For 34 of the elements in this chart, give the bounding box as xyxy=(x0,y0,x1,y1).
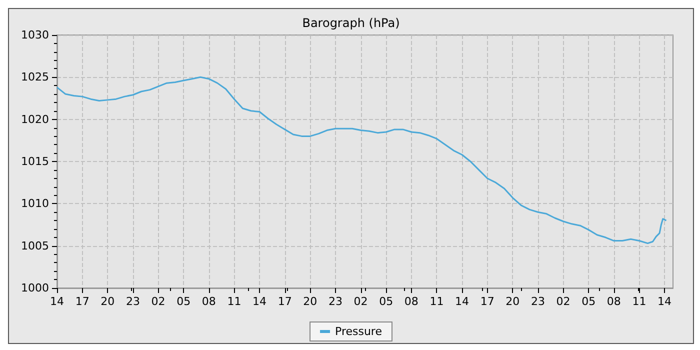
x-tick-label: 11 xyxy=(227,295,242,308)
x-tick-label: 17 xyxy=(278,295,292,308)
y-tick-label: 1015 xyxy=(21,155,49,168)
x-tick-label: 05 xyxy=(582,295,596,308)
x-tick-label: 11 xyxy=(430,295,444,308)
x-tick-label: 11 xyxy=(632,295,646,308)
y-tick-label: 1025 xyxy=(21,70,49,84)
x-tick-label: 17 xyxy=(480,295,494,308)
x-tick-label: 02 xyxy=(556,295,570,308)
x-tick-label: 23 xyxy=(530,295,545,308)
x-tick-label: 20 xyxy=(303,295,318,308)
x-tick-label: 20 xyxy=(100,295,115,308)
y-tick-label: 1030 xyxy=(21,28,49,42)
legend-label: Pressure xyxy=(335,325,382,338)
x-tick-label: 08 xyxy=(404,295,418,308)
y-tick-label: 1000 xyxy=(21,282,49,294)
x-tick-label: 08 xyxy=(202,295,216,308)
x-tick-label: 02 xyxy=(151,295,166,308)
y-tick-label: 1020 xyxy=(21,112,49,126)
x-tick-label: 23 xyxy=(126,295,140,308)
x-tick-label: 14 xyxy=(252,295,267,308)
x-tick-label: 14 xyxy=(658,295,672,308)
y-tick-label: 1010 xyxy=(21,197,49,210)
x-tick-label: 14 xyxy=(50,295,64,308)
x-tick-label: 20 xyxy=(506,295,520,308)
x-tick-label: 08 xyxy=(606,295,621,308)
y-tick-label: 1005 xyxy=(21,239,49,252)
x-tick-label: 05 xyxy=(379,295,394,308)
x-tick-label: 02 xyxy=(354,295,368,308)
x-tick-label: 05 xyxy=(176,295,191,308)
chart-title: Barograph (hPa) xyxy=(302,16,400,30)
x-tick-label: 14 xyxy=(455,295,470,308)
x-tick-label: 23 xyxy=(328,295,342,308)
x-tick-label: 17 xyxy=(75,295,90,308)
